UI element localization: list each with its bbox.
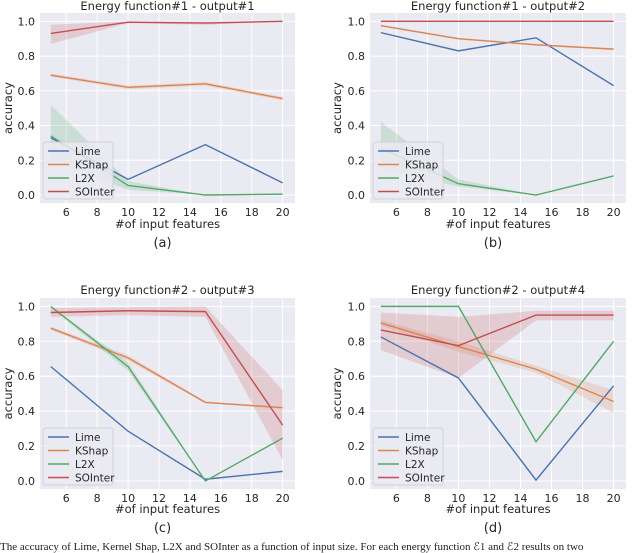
subplot-title: Energy function#1 - output#1 (80, 0, 254, 13)
x-tick-label: 6 (393, 492, 400, 505)
y-tick-label: 0.8 (18, 50, 36, 63)
legend-label: L2X (405, 459, 425, 471)
legend-label: SOInter (405, 187, 445, 199)
y-tick-label: 0.6 (348, 85, 366, 98)
x-tick-label: 18 (245, 206, 259, 219)
y-tick-label: 0.2 (18, 440, 36, 453)
y-tick-label: 0.0 (18, 189, 36, 202)
x-tick-label: 20 (607, 492, 621, 505)
y-tick-label: 0.4 (348, 120, 366, 133)
y-tick-label: 0.8 (18, 335, 36, 348)
x-axis-label: #of input features (445, 502, 550, 516)
x-tick-label: 18 (576, 206, 590, 219)
x-tick-label: 20 (607, 206, 621, 219)
legend-label: KShap (405, 160, 439, 172)
legend-label: KShap (405, 446, 439, 458)
y-tick-label: 0.2 (348, 440, 366, 453)
legend-label: Lime (75, 146, 100, 158)
y-tick-label: 1.0 (18, 300, 36, 313)
y-tick-label: 1.0 (348, 300, 366, 313)
y-tick-label: 1.0 (348, 15, 366, 28)
legend-label: Lime (405, 432, 430, 444)
x-tick-label: 8 (94, 492, 101, 505)
legend-label: L2X (75, 173, 95, 185)
x-tick-label: 18 (576, 492, 590, 505)
x-axis-label: #of input features (445, 217, 550, 231)
y-tick-label: 0.6 (348, 370, 366, 383)
x-tick-label: 6 (63, 492, 70, 505)
y-tick-label: 0.8 (348, 50, 366, 63)
y-tick-label: 1.0 (18, 15, 36, 28)
panel-label: (b) (484, 236, 502, 251)
y-axis-label: accuracy (330, 367, 344, 419)
y-axis-label: accuracy (1, 367, 15, 419)
figure-caption: The accuracy of Lime, Kernel Shap, L2X a… (0, 540, 640, 553)
x-tick-label: 18 (245, 492, 259, 505)
x-axis-label: #of input features (115, 217, 220, 231)
y-tick-label: 0.4 (18, 405, 36, 418)
x-tick-label: 6 (63, 206, 70, 219)
x-axis-label: #of input features (115, 502, 220, 516)
panel-label: (a) (153, 236, 171, 251)
legend-label: Lime (405, 146, 430, 158)
x-tick-label: 8 (424, 206, 431, 219)
y-axis-label: accuracy (330, 82, 344, 134)
y-tick-label: 0.6 (18, 370, 36, 383)
y-tick-label: 0.0 (348, 475, 366, 488)
panel-label: (c) (154, 521, 171, 536)
y-tick-label: 0.0 (18, 475, 36, 488)
x-tick-label: 20 (276, 206, 290, 219)
y-tick-label: 0.0 (348, 189, 366, 202)
y-tick-label: 0.6 (18, 85, 36, 98)
x-tick-label: 20 (276, 492, 290, 505)
y-tick-label: 0.8 (348, 335, 366, 348)
legend-label: SOInter (405, 473, 445, 485)
y-tick-label: 0.4 (348, 405, 366, 418)
y-tick-label: 0.4 (18, 120, 36, 133)
legend-label: SOInter (75, 187, 115, 199)
legend-label: L2X (75, 459, 95, 471)
subplot-title: Energy function#2 - output#4 (411, 283, 585, 297)
subplot-title: Energy function#1 - output#2 (411, 0, 585, 13)
legend-label: L2X (405, 173, 425, 185)
legend-label: SOInter (75, 473, 115, 485)
x-tick-label: 8 (94, 206, 101, 219)
panel-label: (d) (484, 521, 502, 536)
y-axis-label: accuracy (1, 82, 15, 134)
x-tick-label: 8 (424, 492, 431, 505)
legend-label: Lime (75, 432, 100, 444)
y-tick-label: 0.2 (348, 154, 366, 167)
legend-label: KShap (75, 160, 109, 172)
y-tick-label: 0.2 (18, 154, 36, 167)
x-tick-label: 6 (393, 206, 400, 219)
subplot-title: Energy function#2 - output#3 (80, 283, 254, 297)
legend-label: KShap (75, 446, 109, 458)
